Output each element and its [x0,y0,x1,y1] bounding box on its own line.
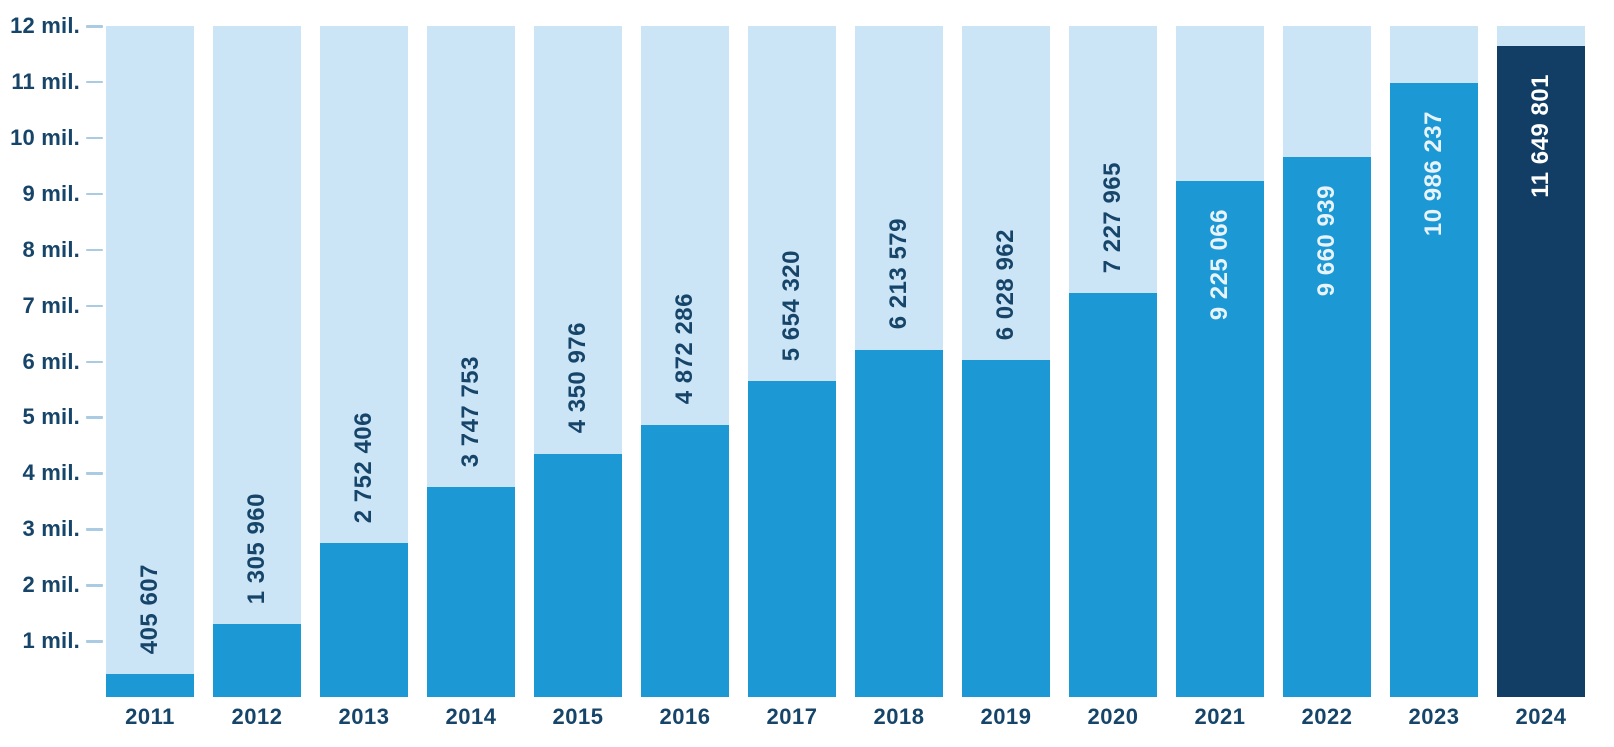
bar-track [213,26,301,697]
bar-column-2014: 3 747 753 2014 [427,26,515,729]
x-axis-label: 2017 [766,704,818,729]
bar-fill [1283,156,1371,697]
y-axis-tick-label: 3 mil. [22,516,80,542]
bar-value-label: 1 305 960 [243,492,270,604]
y-axis-tick [86,192,103,196]
y-axis-tick [86,640,103,643]
y-axis-tick [86,360,103,363]
y-axis-tick [86,248,103,252]
bar-value-label: 7 227 965 [1099,161,1126,273]
x-axis-label: 2011 [125,704,175,729]
bar-fill [427,487,515,697]
bar-column-2021: 9 225 066 2021 [1176,26,1264,729]
bar-value-label: 5 654 320 [778,249,805,361]
bar-fill [106,674,194,697]
x-axis-label: 2014 [445,704,497,729]
bar-value-label: 11 649 801 [1527,73,1554,198]
x-axis-label: 2019 [980,704,1032,729]
bar-fill [855,349,943,697]
bar-column-2017: 5 654 320 2017 [748,26,836,729]
bar-fill [1176,181,1264,697]
bar-column-2018: 6 213 579 2018 [855,26,943,729]
y-axis-tick [86,472,103,475]
y-axis-tick-label: 7 mil. [22,292,80,318]
bar-column-2012: 1 305 960 2012 [213,26,301,729]
x-axis-label: 2024 [1515,704,1567,729]
plot-area: 405 607 2011 1 305 960 2012 2 752 406 2013 3 7… [106,26,1585,729]
y-axis-tick-label: 8 mil. [22,236,80,262]
y-axis-tick [86,528,103,531]
x-axis-label: 2021 [1194,704,1246,729]
bar-column-2020: 7 227 965 2020 [1069,26,1157,729]
x-axis-label: 2020 [1087,704,1139,729]
bar-value-label: 9 660 939 [1313,184,1340,297]
y-axis-tick-label: 9 mil. [22,180,80,206]
bar-fill [320,543,408,697]
bar-value-label: 4 872 286 [671,293,698,405]
x-axis-label: 2015 [552,704,604,729]
bar-value-label: 3 747 753 [457,356,484,468]
bar-column-2013: 2 752 406 2013 [320,26,408,729]
x-axis-label: 2023 [1408,704,1460,729]
x-axis-label: 2012 [231,704,283,729]
bar-value-label: 6 028 962 [992,228,1019,340]
bar-value-label: 405 607 [136,564,163,655]
x-axis-label: 2022 [1301,704,1353,729]
bar-fill [534,453,622,697]
bar-fill [1497,45,1585,697]
y-axis-tick [86,584,103,587]
bar-column-2019: 6 028 962 2019 [962,26,1050,729]
bar-fill [962,359,1050,697]
y-axis: 12 mil. 11 mil. 10 mil. 9 mil. 8 mil. 7 mil. 6… [0,0,106,747]
bar-column-2011: 405 607 2011 [106,26,194,729]
y-axis-tick-label: 12 mil. [10,13,80,38]
bar-column-2024: 11 649 801 2024 [1497,26,1585,729]
bar-value-label: 2 752 406 [350,411,377,524]
y-axis-tick-label: 2 mil. [22,572,80,598]
bar-value-label: 4 350 976 [564,322,591,434]
y-axis-tick [86,80,103,84]
bar-column-2023: 10 986 237 2023 [1390,26,1478,729]
y-axis-tick-label: 10 mil. [10,124,80,150]
bar-column-2016: 4 872 286 2016 [641,26,729,729]
y-axis-tick-label: 1 mil. [22,628,80,654]
bar-track [106,26,194,697]
x-axis-label: 2018 [873,704,925,729]
y-axis-tick-label: 11 mil. [11,68,80,94]
bar-value-label: 10 986 237 [1420,110,1447,236]
x-axis-label: 2016 [659,704,711,729]
bar-fill [1069,292,1157,697]
bar-fill [1390,82,1478,697]
y-axis-tick [86,136,103,140]
y-axis-tick-label: 6 mil. [22,348,80,374]
bar-value-label: 6 213 579 [885,218,912,330]
x-axis-label: 2013 [338,704,390,729]
bar-fill [641,424,729,697]
bar-value-label: 9 225 066 [1206,209,1233,321]
bar-fill [213,623,301,697]
y-axis-tick [86,304,103,308]
bar-column-2015: 4 350 976 2015 [534,26,622,729]
bar-column-2022: 9 660 939 2022 [1283,26,1371,729]
y-axis-tick [86,416,103,419]
y-axis-tick-label: 4 mil. [22,460,80,486]
bar-fill [748,380,836,697]
y-axis-tick-label: 5 mil. [22,404,80,430]
y-axis-tick [86,25,103,28]
